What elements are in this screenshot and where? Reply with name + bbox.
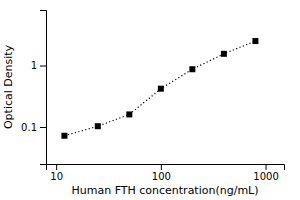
y-axis: 0.11	[21, 11, 46, 165]
y-tick: 1	[31, 60, 46, 71]
line	[64, 41, 255, 136]
y-tick: 0.1	[21, 122, 46, 133]
x-tick-mark	[56, 164, 57, 170]
x-tick-label: 10	[50, 171, 63, 182]
y-tick-label: 0.1	[21, 122, 37, 133]
x-tick: 10	[50, 164, 63, 182]
point	[252, 38, 258, 44]
x-axis-line	[47, 165, 285, 171]
x-tick: 100	[152, 164, 171, 182]
y-tick-label: 1	[31, 60, 37, 71]
x-tick-label: 100	[152, 171, 171, 182]
point	[126, 111, 132, 117]
y-axis-title: Optical Density	[2, 44, 15, 129]
plot-area: 1010010000.11	[21, 11, 284, 183]
x-axis-title: Human FTH concentration(ng/mL)	[71, 184, 258, 197]
y-tick-mark	[40, 66, 46, 67]
chart: 1010010000.11Human FTH concentration(ng/…	[0, 0, 300, 200]
y-axis-line	[40, 11, 47, 165]
point	[61, 133, 67, 139]
y-tick-mark	[40, 127, 46, 128]
x-tick: 1000	[253, 164, 278, 182]
x-tick-mark	[266, 164, 267, 170]
marks	[61, 38, 258, 139]
x-tick-mark	[161, 164, 162, 170]
point	[158, 86, 164, 92]
x-axis: 10 100 1000	[47, 164, 285, 182]
point	[189, 66, 195, 72]
x-tick-label: 1000	[253, 171, 278, 182]
point	[95, 123, 101, 129]
point	[221, 51, 227, 57]
